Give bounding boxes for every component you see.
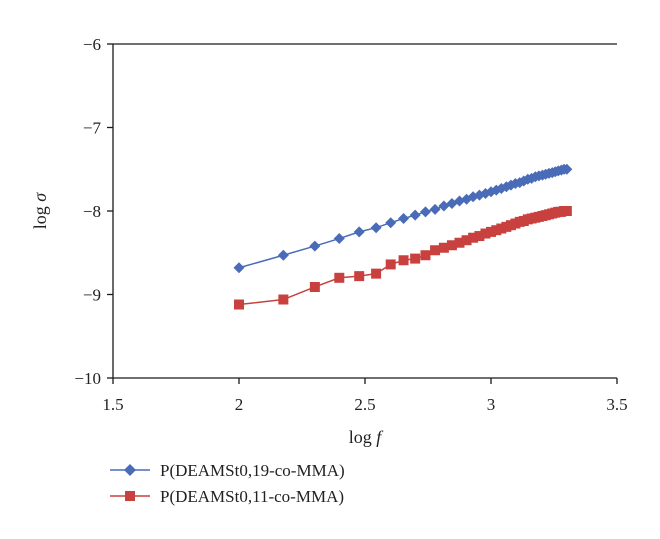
data-point-square	[371, 268, 382, 279]
data-point-square	[438, 242, 449, 253]
legend: P(DEAMSt0,19-co-MMA) P(DEAMSt0,11-co-MMA…	[110, 461, 345, 506]
data-point-square	[561, 206, 572, 216]
y-tick-label: −10	[74, 369, 101, 388]
x-tick-label: 1.5	[102, 395, 123, 414]
legend-marker-square-icon	[125, 491, 135, 501]
x-tick-labels: 1.5 2 2.5 3 3.5	[102, 378, 628, 414]
data-point-diamond	[561, 163, 573, 175]
data-point-diamond	[333, 233, 345, 245]
x-tick-label: 3	[487, 395, 496, 414]
legend-label-series-2: P(DEAMSt0,11-co-MMA)	[160, 487, 344, 506]
data-point-diamond	[370, 222, 382, 234]
data-point-square	[420, 250, 431, 261]
y-axis-title: log σ	[30, 192, 50, 230]
y-tick-label: −8	[83, 202, 101, 221]
data-point-square	[385, 259, 396, 270]
data-point-square	[468, 232, 479, 243]
y-tick-label: −6	[83, 35, 101, 54]
data-point-diamond	[277, 249, 289, 261]
legend-marker-diamond-icon	[124, 464, 136, 476]
data-point-square	[454, 237, 465, 248]
data-point-square	[334, 272, 345, 283]
series-1	[233, 163, 573, 274]
x-tick-label: 2.5	[354, 395, 375, 414]
data-point-square	[410, 253, 421, 264]
data-point-diamond	[398, 213, 410, 225]
data-point-diamond	[409, 209, 421, 221]
data-point-diamond	[353, 226, 365, 238]
data-point-square	[309, 281, 320, 292]
data-point-square	[480, 228, 491, 239]
data-point-square	[446, 240, 457, 251]
data-point-diamond	[309, 240, 321, 252]
legend-item-series-2: P(DEAMSt0,11-co-MMA)	[110, 487, 344, 506]
y-tick-label: −7	[83, 119, 102, 138]
y-axis-title-var: σ	[30, 192, 50, 202]
data-point-square	[354, 271, 365, 282]
data-point-diamond	[419, 206, 431, 218]
data-point-diamond	[429, 203, 441, 215]
x-tick-label: 2	[235, 395, 244, 414]
x-axis-title-main: log	[349, 427, 377, 447]
data-point-square	[491, 225, 502, 236]
data-point-square	[430, 245, 441, 256]
data-point-square	[461, 235, 472, 246]
data-point-diamond	[438, 200, 450, 212]
series-layer	[233, 163, 573, 310]
x-tick-label: 3.5	[606, 395, 627, 414]
series-2	[234, 206, 572, 310]
x-axis-title: log f	[349, 427, 385, 447]
data-point-square	[398, 255, 409, 266]
data-point-square	[278, 294, 289, 305]
legend-label-series-1: P(DEAMSt0,19-co-MMA)	[160, 461, 345, 480]
y-axis-title-main: log	[30, 202, 50, 230]
data-point-diamond	[233, 262, 245, 274]
data-point-square	[234, 299, 244, 310]
y-tick-label: −9	[83, 286, 101, 305]
y-tick-labels: −6 −7 −8 −9 −10	[74, 35, 113, 388]
data-point-square	[486, 226, 496, 237]
data-point-diamond	[505, 179, 517, 191]
data-point-diamond	[385, 217, 397, 229]
x-axis-title-var: f	[376, 427, 384, 447]
data-point-square	[496, 223, 507, 234]
data-point-square	[474, 231, 485, 242]
legend-item-series-1: P(DEAMSt0,19-co-MMA)	[110, 461, 345, 480]
